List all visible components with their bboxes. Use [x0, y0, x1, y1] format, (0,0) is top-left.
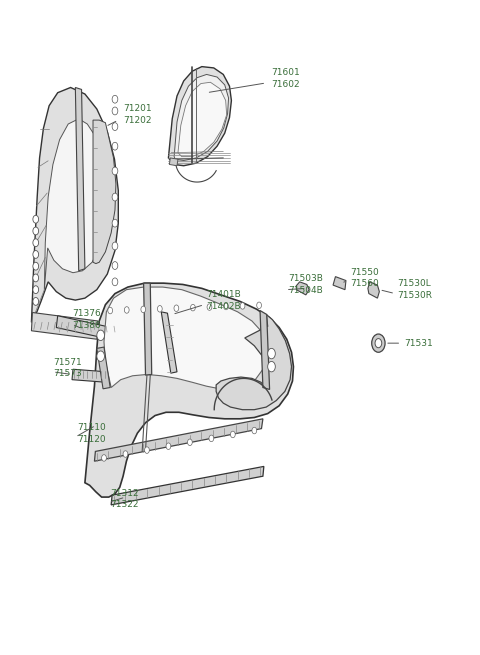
Circle shape	[33, 274, 38, 282]
Polygon shape	[161, 312, 177, 373]
Polygon shape	[72, 369, 108, 383]
Circle shape	[112, 107, 118, 115]
Circle shape	[372, 334, 385, 352]
Circle shape	[33, 286, 38, 293]
Circle shape	[33, 227, 38, 235]
Text: 71531: 71531	[405, 339, 433, 348]
Circle shape	[141, 306, 145, 312]
Text: 71571
71573: 71571 71573	[53, 358, 82, 379]
Circle shape	[207, 304, 212, 310]
Circle shape	[33, 239, 38, 247]
Circle shape	[102, 455, 107, 461]
Circle shape	[112, 96, 118, 103]
Polygon shape	[95, 419, 263, 461]
Circle shape	[112, 219, 118, 227]
Circle shape	[112, 167, 118, 175]
Circle shape	[112, 242, 118, 250]
Circle shape	[97, 351, 105, 362]
Text: 71601
71602: 71601 71602	[271, 68, 300, 88]
Polygon shape	[368, 282, 379, 298]
Polygon shape	[178, 83, 227, 157]
Polygon shape	[216, 314, 291, 409]
Polygon shape	[44, 119, 107, 290]
Circle shape	[252, 427, 257, 434]
Circle shape	[191, 305, 195, 311]
Circle shape	[166, 443, 171, 449]
Polygon shape	[174, 75, 228, 160]
Circle shape	[33, 215, 38, 223]
Polygon shape	[97, 347, 110, 389]
Circle shape	[112, 142, 118, 150]
Circle shape	[268, 362, 276, 372]
Text: 71376
71386: 71376 71386	[72, 309, 101, 330]
Polygon shape	[144, 283, 152, 375]
Circle shape	[33, 297, 38, 305]
Circle shape	[112, 122, 118, 130]
Text: 71201
71202: 71201 71202	[123, 105, 152, 125]
Circle shape	[174, 305, 179, 312]
Circle shape	[123, 451, 128, 457]
Text: 71530L
71530R: 71530L 71530R	[397, 279, 432, 300]
Circle shape	[144, 447, 149, 453]
Polygon shape	[169, 158, 178, 166]
Circle shape	[33, 251, 38, 258]
Circle shape	[112, 278, 118, 286]
Polygon shape	[104, 287, 267, 389]
Circle shape	[224, 303, 228, 310]
Text: 71550
71560: 71550 71560	[350, 267, 379, 288]
Polygon shape	[93, 120, 116, 263]
Circle shape	[375, 339, 382, 348]
Polygon shape	[32, 312, 98, 339]
Text: 71110
71120: 71110 71120	[77, 422, 106, 443]
Polygon shape	[75, 88, 85, 271]
Polygon shape	[111, 466, 264, 505]
Circle shape	[33, 262, 38, 270]
Polygon shape	[260, 310, 270, 390]
Polygon shape	[32, 88, 118, 322]
Circle shape	[268, 348, 276, 359]
Circle shape	[124, 307, 129, 313]
Polygon shape	[168, 67, 231, 166]
Circle shape	[97, 330, 105, 341]
Text: 71401B
71402B: 71401B 71402B	[206, 290, 241, 310]
Circle shape	[108, 307, 113, 314]
Polygon shape	[333, 276, 346, 290]
Circle shape	[230, 431, 235, 438]
Circle shape	[257, 302, 262, 309]
Text: 71503B
71504B: 71503B 71504B	[288, 274, 323, 295]
Circle shape	[240, 303, 245, 309]
Circle shape	[188, 439, 192, 445]
Circle shape	[112, 193, 118, 201]
Circle shape	[157, 305, 162, 312]
Polygon shape	[85, 283, 293, 497]
Circle shape	[209, 435, 214, 441]
Circle shape	[112, 261, 118, 269]
Polygon shape	[296, 282, 309, 295]
Polygon shape	[56, 316, 117, 341]
Text: 71312
71322: 71312 71322	[110, 489, 139, 510]
